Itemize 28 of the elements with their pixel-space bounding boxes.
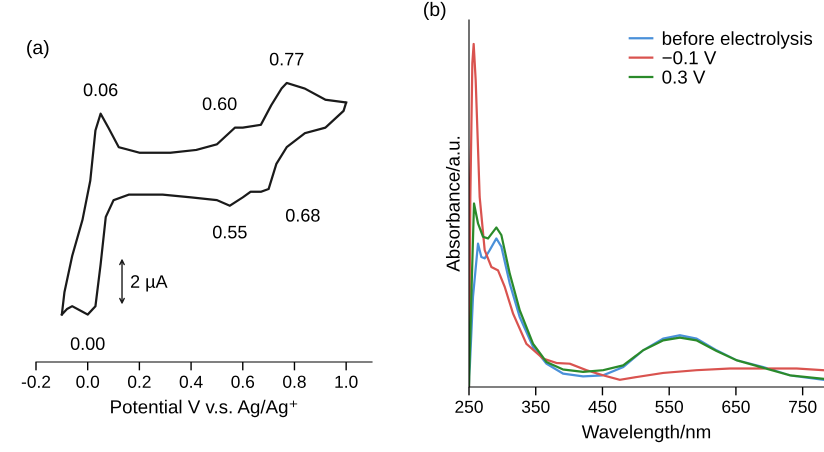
x-axis-title: Potential V v.s. Ag/Ag⁺ [111,400,298,418]
x-tick-label: 0.2 [128,376,151,388]
x-tick-label: 750 [789,400,816,413]
annotation: 0.55 [212,226,247,238]
chart-title: (b) [424,2,446,20]
annotation: 0.06 [84,83,118,96]
annotation: 2 µA [130,275,168,292]
x-tick-label: 0.4 [180,376,203,388]
y-axis-title: Absorbance/a.u. [446,136,460,272]
x-tick-label: 0.8 [283,376,306,388]
x-tick-label: 0.0 [76,376,100,388]
x-axis-title: Wavelength/nm [582,424,710,442]
annotation: 0.60 [202,97,237,110]
x-tick-label: 550 [655,400,683,413]
x-tick-label: 250 [455,400,483,413]
legend-label: 0.3 V [662,70,706,84]
legend-label: before electrolysis [662,31,812,49]
chart-title: (a) [27,40,48,58]
annotation: 0.68 [286,208,320,222]
annotation: 0.77 [270,52,304,66]
annotation: 0.00 [70,337,105,350]
x-tick-label: 0.6 [231,376,254,388]
x-tick-label: -0.2 [22,376,50,388]
x-tick-label: 350 [522,400,550,413]
x-tick-label: 1.0 [335,376,358,388]
legend-label: −0.1 V [662,51,716,64]
x-tick-label: 450 [588,400,616,413]
x-tick-label: 650 [722,400,750,413]
